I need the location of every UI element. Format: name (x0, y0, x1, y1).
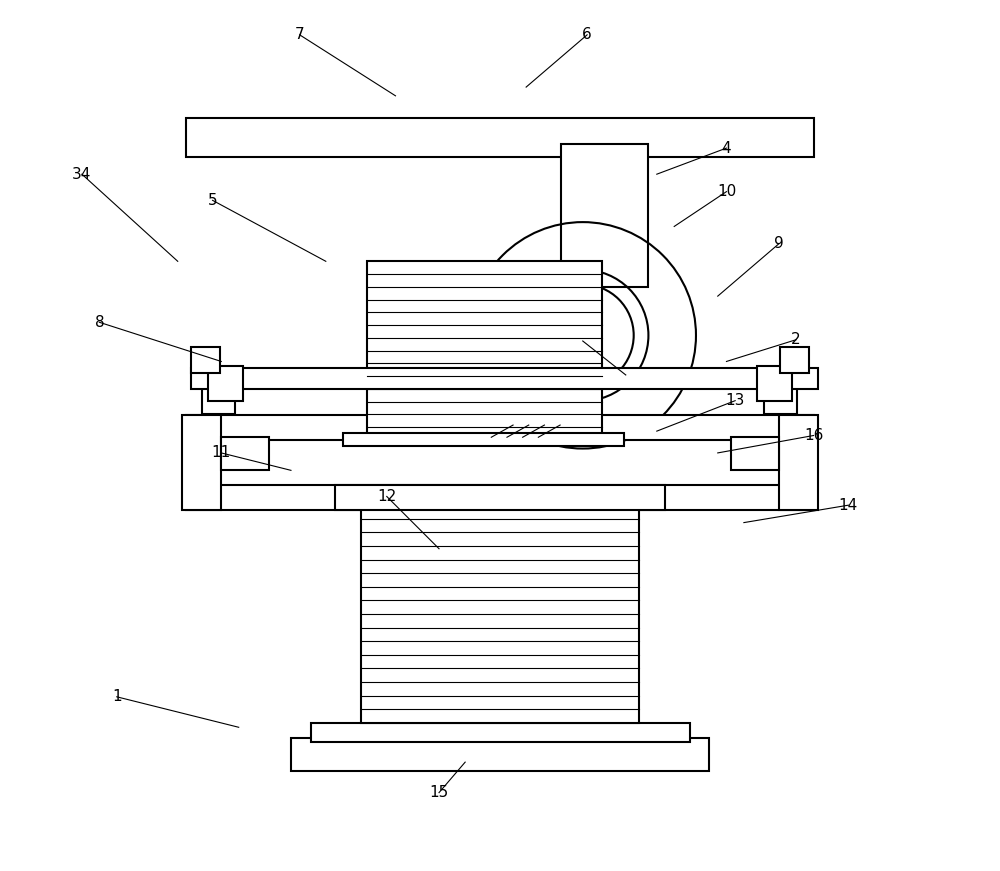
Text: 8: 8 (95, 314, 104, 330)
Text: 15: 15 (429, 785, 449, 800)
FancyBboxPatch shape (780, 347, 809, 373)
Text: 11: 11 (212, 445, 231, 461)
Text: 6: 6 (582, 27, 592, 43)
Text: 12: 12 (377, 489, 396, 504)
FancyBboxPatch shape (757, 366, 792, 401)
Text: 4: 4 (722, 140, 731, 156)
FancyBboxPatch shape (202, 381, 235, 414)
FancyBboxPatch shape (335, 485, 665, 510)
FancyBboxPatch shape (191, 347, 220, 373)
FancyBboxPatch shape (731, 437, 779, 470)
Text: 14: 14 (839, 497, 858, 513)
Text: 2: 2 (791, 332, 801, 348)
FancyBboxPatch shape (361, 505, 639, 723)
Text: 10: 10 (717, 184, 736, 199)
FancyBboxPatch shape (186, 485, 814, 510)
FancyBboxPatch shape (311, 723, 690, 742)
Circle shape (566, 318, 600, 353)
FancyBboxPatch shape (186, 415, 814, 440)
FancyBboxPatch shape (561, 144, 648, 287)
Text: 16: 16 (804, 428, 823, 443)
Text: 34: 34 (72, 166, 92, 182)
Text: 5: 5 (208, 192, 217, 208)
Text: 9: 9 (774, 236, 784, 252)
FancyBboxPatch shape (186, 118, 814, 157)
Text: 13: 13 (725, 393, 745, 408)
FancyBboxPatch shape (779, 415, 818, 510)
FancyBboxPatch shape (182, 415, 221, 510)
FancyBboxPatch shape (291, 738, 709, 771)
FancyBboxPatch shape (208, 366, 243, 401)
FancyBboxPatch shape (343, 433, 624, 446)
FancyBboxPatch shape (367, 261, 602, 440)
Text: 1: 1 (112, 689, 122, 705)
FancyBboxPatch shape (764, 381, 797, 414)
FancyBboxPatch shape (221, 437, 269, 470)
Text: 7: 7 (295, 27, 304, 43)
FancyBboxPatch shape (191, 368, 818, 389)
